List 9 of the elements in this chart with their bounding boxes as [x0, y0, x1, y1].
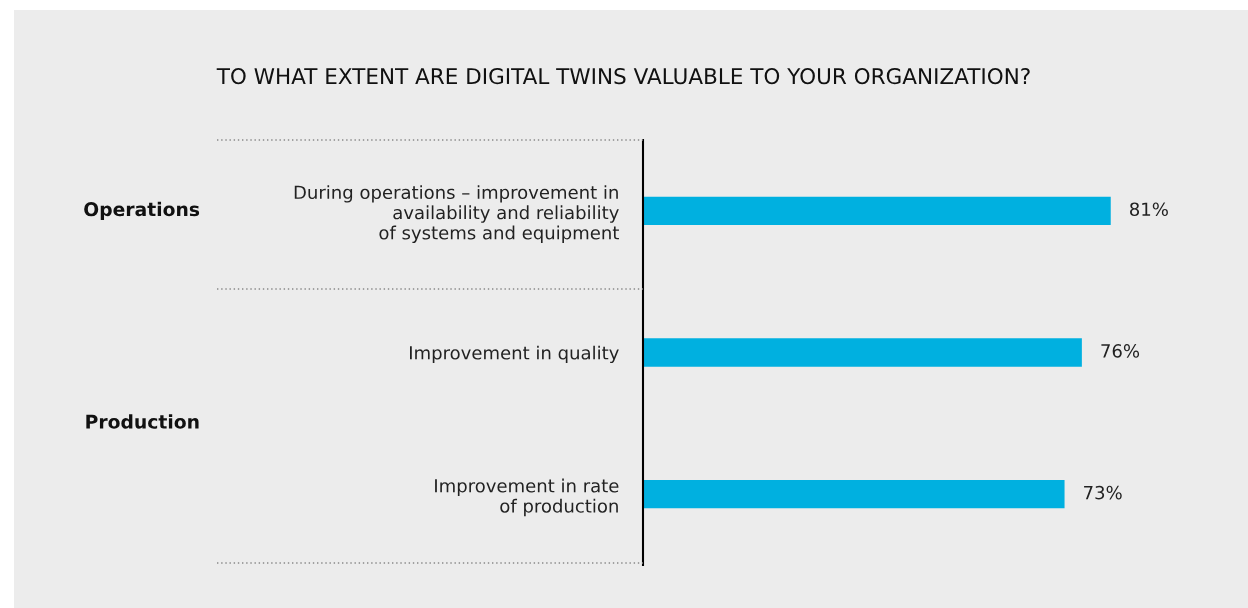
- y-tick-label: Improvement in rate of production: [435, 478, 619, 517]
- y-tick-label: During operations – improvement in availability and reliability of systems and equipment: [294, 185, 619, 244]
- y-tick-label: Improvement in quality: [410, 345, 619, 364]
- text: Operations: [84, 201, 200, 220]
- chart-title: TO WHAT EXTENT ARE DIGITAL TWINS VALUABLE TO YOUR ORGANIZATION?: [216, 67, 1030, 85]
- data-label: 73%: [1084, 485, 1122, 500]
- text: Production: [86, 414, 199, 429]
- data-label: 81%: [1130, 202, 1168, 217]
- data-label: 76%: [1101, 344, 1140, 358]
